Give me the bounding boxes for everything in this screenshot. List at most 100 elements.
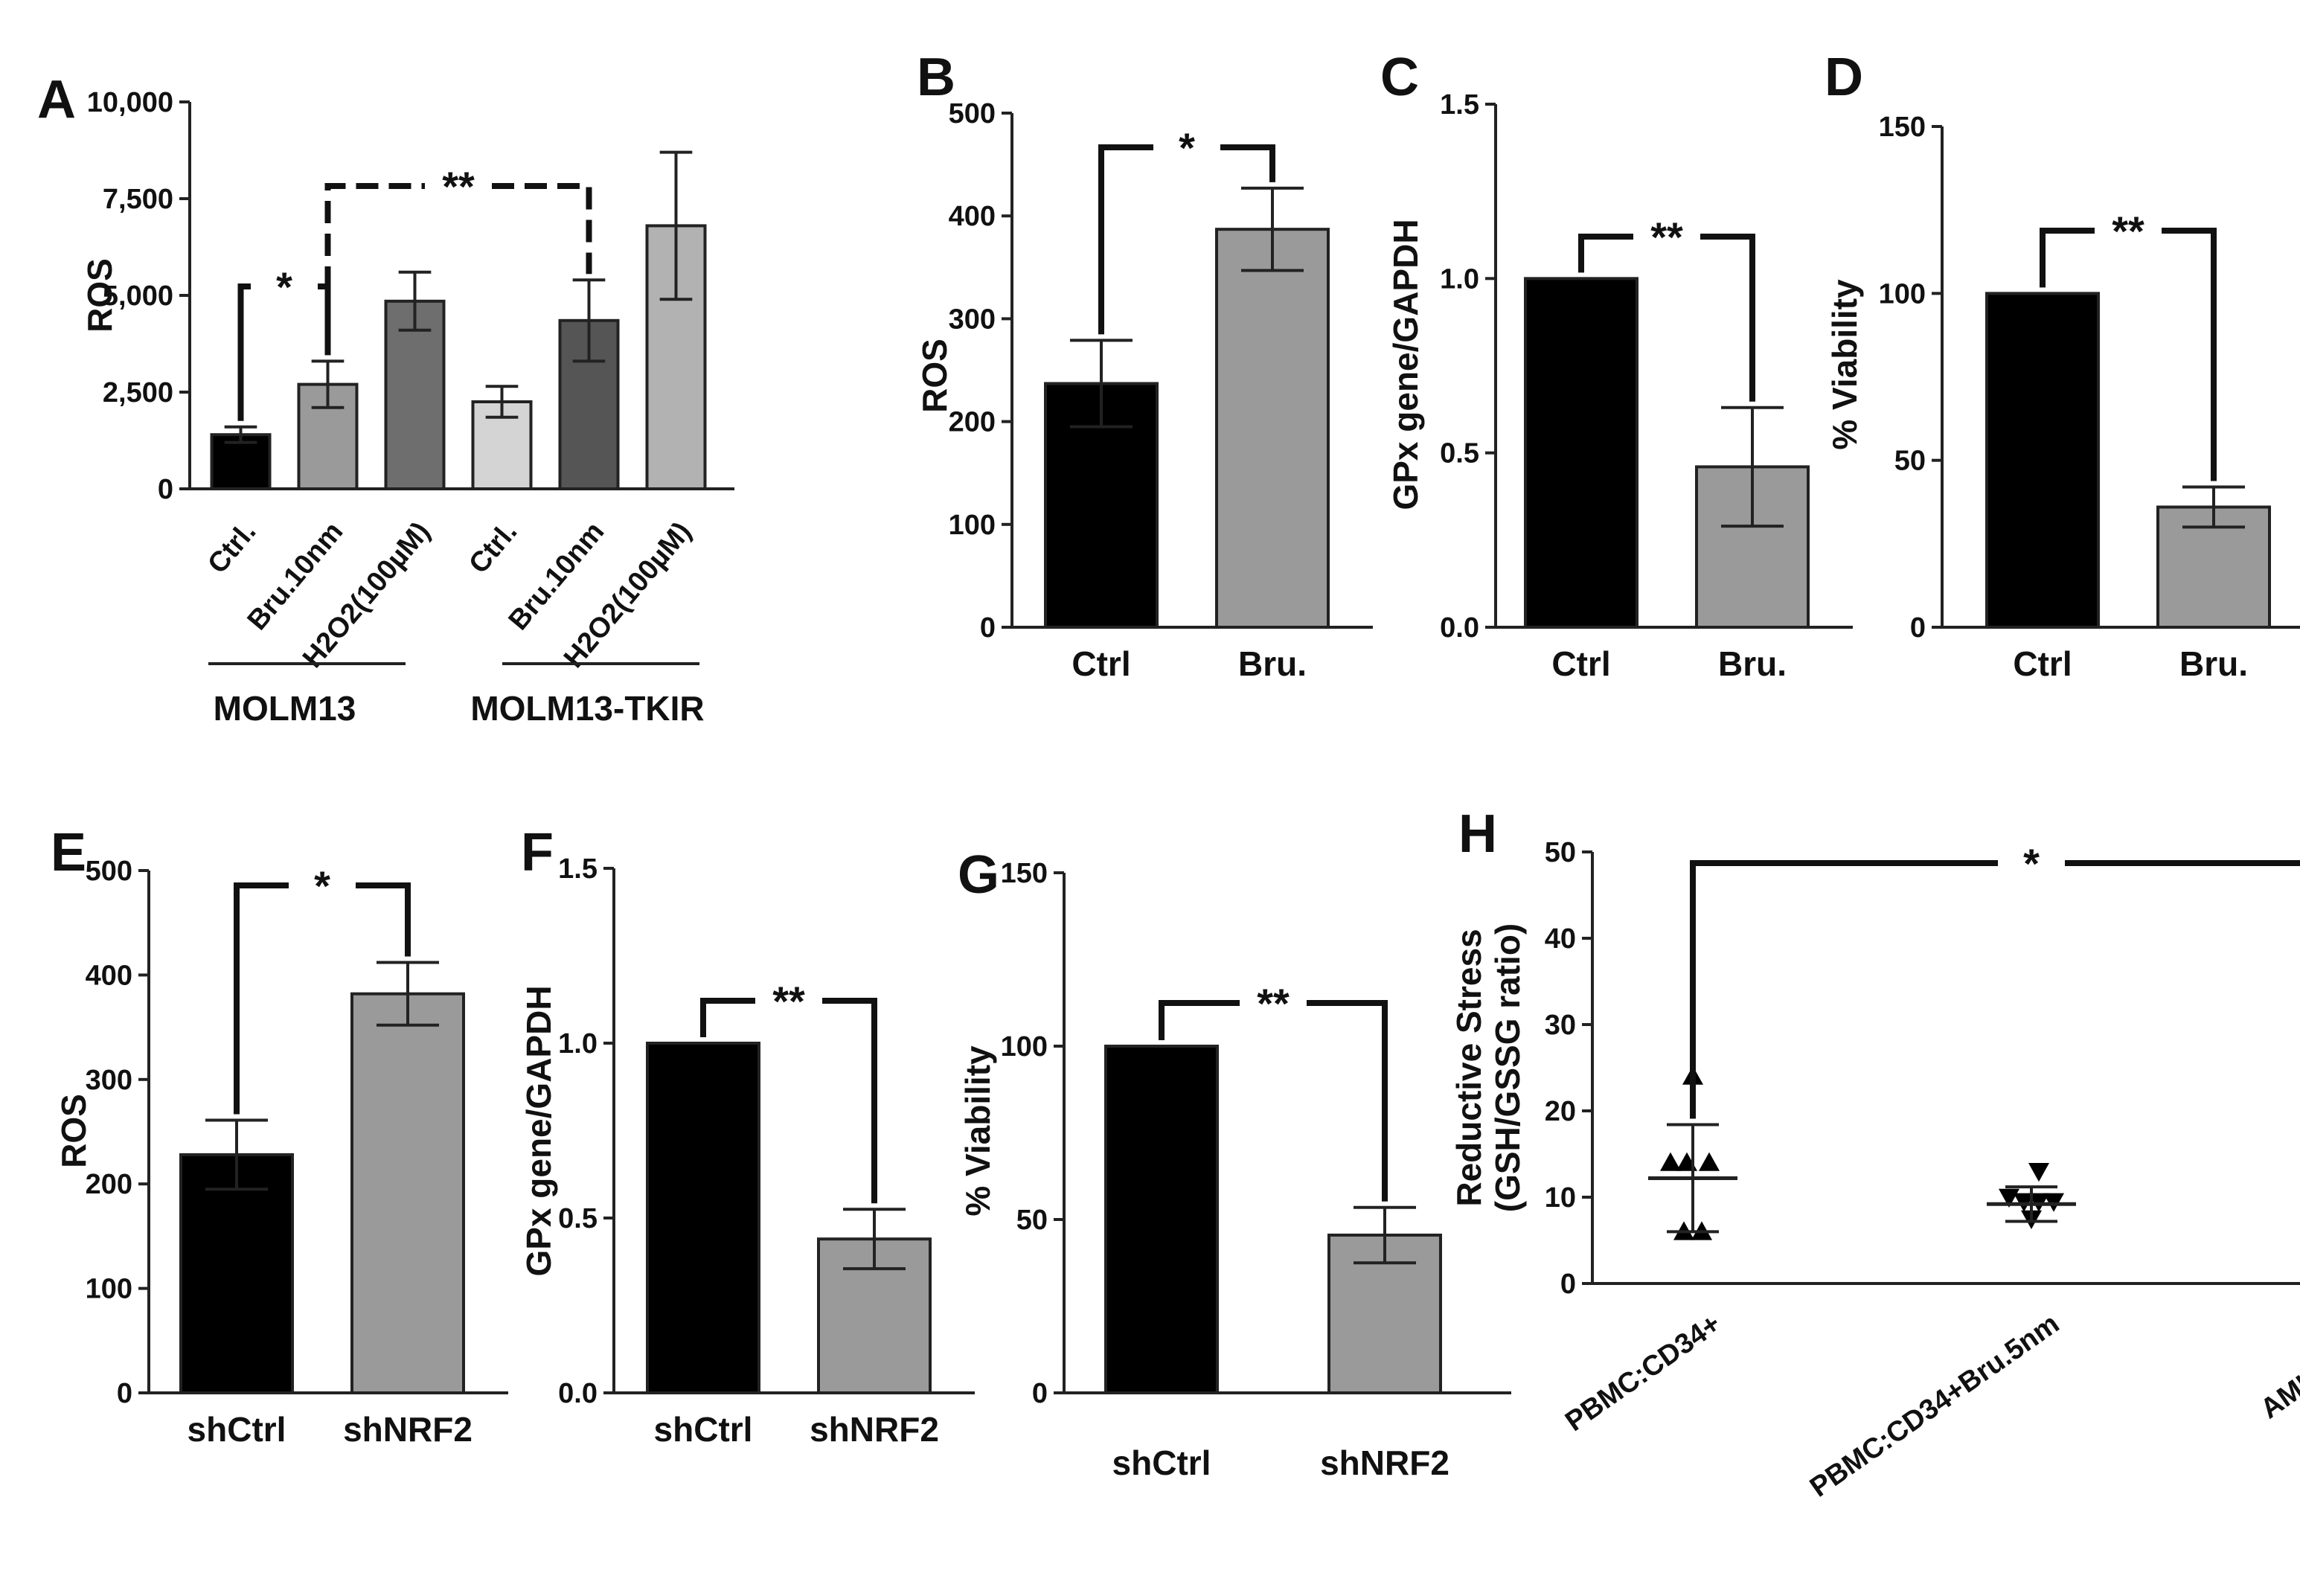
panel-A: A02,5005,0007,50010,000ROSCtrl.Bru.10nmH… [37, 70, 734, 728]
y-tick-label: 300 [86, 1065, 132, 1096]
group-label: MOLM13-TKIR [470, 689, 704, 728]
y-tick-label: 10 [1545, 1182, 1576, 1214]
panel-label-B: B [917, 48, 955, 107]
y-tick-label: 0 [980, 612, 996, 644]
significance-label: ** [1257, 980, 1290, 1027]
significance-bracket [1307, 1000, 1388, 1202]
y-tick-label: 500 [949, 98, 996, 129]
y-tick-label: 150 [1001, 858, 1048, 889]
significance-bracket [2065, 860, 2300, 866]
point-H-1 [2028, 1163, 2049, 1182]
y-axis-label: GPx gene/GAPDH [1386, 219, 1425, 510]
significance-label: * [314, 862, 330, 909]
significance-bracket [1098, 144, 1153, 335]
y-tick-label: 1.5 [558, 853, 598, 885]
bar-D-0 [1985, 292, 2100, 629]
y-tick-label: 1.0 [1440, 263, 1479, 295]
y-tick-label: 7,500 [103, 184, 173, 215]
category-label: AML:CD34+ [2255, 1308, 2300, 1425]
point-H-0 [1660, 1152, 1681, 1171]
significance-bracket [1690, 860, 1998, 1119]
significance-label: ** [442, 163, 475, 210]
y-tick-label: 150 [1879, 112, 1926, 143]
category-label: Bru. [2179, 644, 2248, 683]
panel-C: C 0.0 0.5 1.0 1.5 GPx gene/GAPDH Ctrl Bru. ** [1380, 48, 1853, 683]
category-label: shCtrl [188, 1410, 286, 1449]
bar-C-0 [1524, 277, 1638, 629]
y-tick-label: 10,000 [87, 87, 173, 118]
category-label: Ctrl. [463, 516, 523, 580]
panel-label-A: A [37, 70, 76, 129]
category-label: Bru. [1238, 644, 1307, 683]
y-tick-label: 500 [86, 856, 132, 887]
bar-E-0 [179, 1153, 294, 1394]
y-tick-label: 50 [1016, 1205, 1048, 1236]
y-tick-label: 30 [1545, 1010, 1576, 1041]
y-axis-label: ROS [54, 1094, 93, 1168]
panel-F: F 0.0 0.5 1.0 1.5 GPx gene/GAPDH shCtrl shNRF2 *… [519, 823, 975, 1449]
category-label: Ctrl [1551, 644, 1610, 683]
y-axis-label: % Viability [958, 1045, 997, 1217]
category-label: Ctrl [2013, 644, 2072, 683]
category-label: PBMC:CD34+ [1560, 1308, 1726, 1438]
y-tick-label: 1.5 [1440, 89, 1479, 121]
bar-F-0 [646, 1042, 760, 1394]
y-axis-label: ROS [915, 339, 954, 413]
significance-label: * [276, 263, 292, 310]
y-tick-label: 50 [1545, 837, 1576, 868]
category-label: Ctrl. [202, 516, 262, 580]
bar-E-1 [350, 992, 465, 1394]
significance-bracket [324, 183, 425, 289]
y-axis-label: ROS [80, 258, 119, 333]
y-axis-label-line: Reductive Stress [1449, 929, 1488, 1206]
significance-bracket [237, 283, 251, 421]
panel-label-F: F [521, 823, 554, 882]
y-tick-label: 0 [1560, 1269, 1576, 1300]
bar-A-2 [384, 299, 446, 490]
category-label: shNRF2 [343, 1410, 473, 1449]
y-tick-label: 100 [86, 1274, 132, 1305]
y-tick-label: 0.5 [1440, 438, 1479, 469]
significance-bracket [492, 183, 592, 275]
y-tick-label: 100 [949, 510, 996, 541]
category-label: shCtrl [1112, 1443, 1211, 1482]
y-tick-label: 100 [1879, 278, 1926, 310]
significance-bracket [234, 882, 289, 1115]
panel-H: H 0 10 20 30 40 50 Reductive Stress(GSH/GSSG ra… [1449, 804, 2300, 1504]
panel-label-D: D [1825, 48, 1863, 107]
panel-label-E: E [51, 823, 86, 882]
y-tick-label: 200 [86, 1169, 132, 1200]
significance-label: ** [1650, 214, 1683, 260]
significance-bracket [700, 998, 755, 1037]
significance-label: ** [2112, 208, 2144, 254]
significance-label: * [1179, 124, 1195, 171]
category-label: Bru. [1718, 644, 1787, 683]
significance-bracket [1159, 1000, 1240, 1040]
y-tick-label: 200 [949, 407, 996, 438]
y-tick-label: 0 [1910, 612, 1926, 644]
y-axis-label: GPx gene/GAPDH [519, 985, 558, 1276]
y-tick-label: 0 [158, 474, 173, 505]
point-H-0 [1699, 1152, 1720, 1171]
category-label: shCtrl [654, 1410, 753, 1449]
significance-bracket [822, 998, 877, 1204]
y-tick-label: 1.0 [558, 1028, 598, 1060]
panel-label-C: C [1380, 48, 1419, 107]
significance-bracket [2040, 228, 2095, 288]
y-axis-label: % Viability [1825, 279, 1864, 450]
significance-bracket [1578, 234, 1633, 273]
y-tick-label: 40 [1545, 923, 1576, 955]
panel-G: G 0 50 100 150 % Viability shCtrl shNRF2 ** [958, 845, 1511, 1482]
group-label: MOLM13 [214, 689, 356, 728]
panel-E: E 0 100 200 300 400 500 ROS shCtrl shNRF2 * [51, 823, 508, 1449]
panel-D: D 0 50 100 150 % Viability Ctrl Bru. ** [1825, 48, 2300, 683]
y-axis-label: Reductive Stress(GSH/GSSG ratio) [1449, 923, 1527, 1212]
bar-G-0 [1104, 1045, 1219, 1394]
category-label: shNRF2 [810, 1410, 939, 1449]
significance-bracket [2162, 228, 2217, 481]
panel-label-G: G [958, 845, 999, 905]
y-tick-label: 5,000 [103, 281, 173, 312]
bar-B-1 [1215, 228, 1330, 629]
y-tick-label: 0.5 [558, 1203, 598, 1234]
y-tick-label: 0 [1032, 1378, 1048, 1409]
